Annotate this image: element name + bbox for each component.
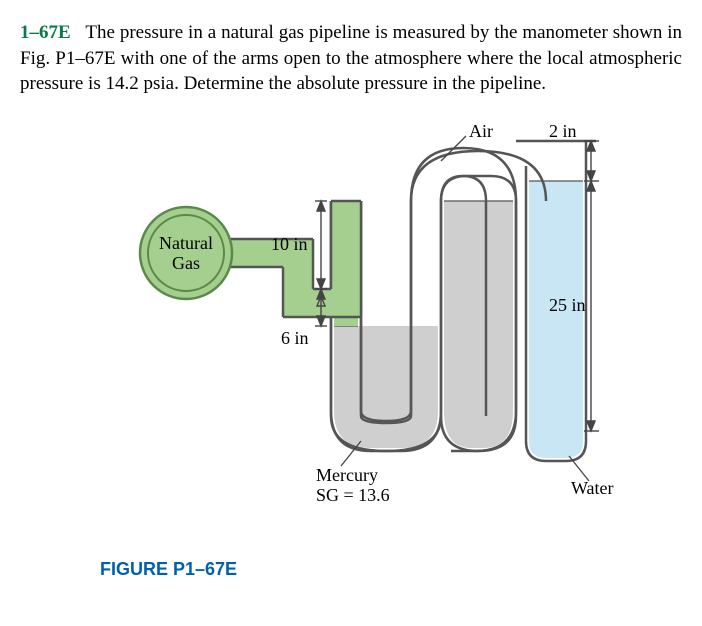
six-in-label: 6 in bbox=[281, 329, 309, 349]
natural-gas-label: Natural Gas bbox=[156, 234, 216, 274]
problem-number: 1–67E bbox=[20, 22, 71, 43]
ten-in-label: 10 in bbox=[271, 235, 308, 255]
air-label: Air bbox=[469, 122, 493, 142]
water-label: Water bbox=[571, 479, 614, 499]
dim-10in bbox=[315, 201, 327, 289]
twentyfive-in-label: 25 in bbox=[549, 296, 586, 316]
connector-tube bbox=[221, 201, 361, 326]
mercury-label: Mercury SG = 13.6 bbox=[316, 466, 390, 506]
two-in-label: 2 in bbox=[549, 122, 577, 142]
problem-body: The pressure in a natural gas pipeline i… bbox=[20, 22, 682, 94]
figure-caption: FIGURE P1–67E bbox=[100, 559, 682, 580]
figure-p1-67e: Air 2 in Natural Gas 10 in 6 in 25 in Me… bbox=[71, 121, 631, 551]
middle-u-tube bbox=[331, 148, 546, 451]
problem-statement: 1–67E The pressure in a natural gas pipe… bbox=[20, 20, 682, 97]
